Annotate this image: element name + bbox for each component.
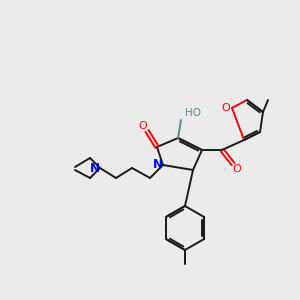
Text: O: O bbox=[139, 121, 147, 131]
Text: O: O bbox=[222, 103, 230, 113]
Text: O: O bbox=[232, 164, 242, 174]
Text: HO: HO bbox=[185, 108, 201, 118]
Text: N: N bbox=[90, 161, 100, 175]
Text: N: N bbox=[153, 158, 163, 172]
